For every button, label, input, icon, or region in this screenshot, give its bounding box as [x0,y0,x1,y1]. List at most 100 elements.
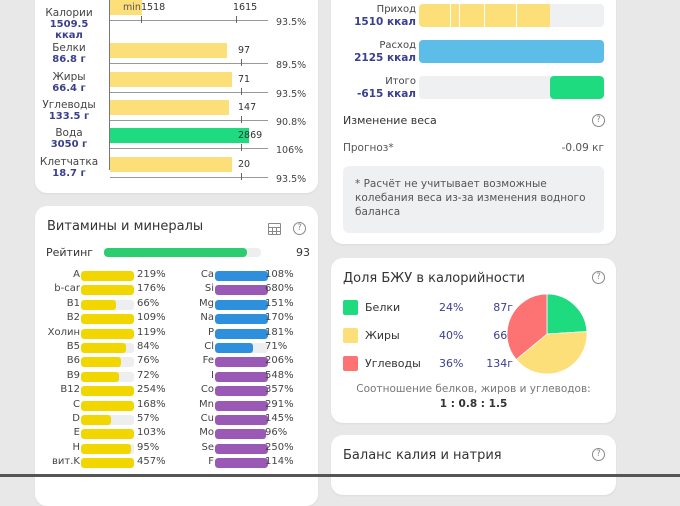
vitamin-bar [215,299,268,310]
macro-target-tick [241,88,242,95]
help-icon[interactable]: ? [592,114,605,127]
macro-target-value: 147 [238,102,257,113]
bju-card: Доля БЖУ в калорийности ? Белки 24% 87г Жир… [331,258,616,423]
vitamin-name: F [208,456,214,468]
table-icon[interactable] [268,223,281,235]
rating-bar [104,248,261,257]
forecast-label: Прогноз* [343,142,394,154]
vitamin-bar [215,458,268,469]
macro-unit: ккал [55,30,83,41]
vitamin-row: Mn 291% [35,399,318,413]
macro-target-value: 2869 [238,130,263,141]
vitamin-bar-fill [81,386,134,397]
vitamin-row: E 103% [35,427,318,441]
vitamin-name: Na [200,312,214,324]
vitamin-bar-fill [215,371,268,382]
vitamin-bar [81,285,134,296]
vitamin-name: Fe [202,355,214,367]
vitamin-bar-fill [81,429,134,440]
bju-legend-row: Белки 24% 87г [343,300,513,316]
vitamins-title: Витамины и минералы [47,219,204,234]
vitamin-row: A 219% [35,269,318,283]
vitamin-row: Mo 96% [35,427,318,441]
bju-pie-chart [506,293,588,375]
vitamin-percent: 151% [265,297,294,309]
legend-swatch [343,356,358,371]
vitamin-row: Cl 71% [35,341,318,355]
vitamin-bar [81,429,134,440]
energy-bar-divider [458,4,460,27]
vitamin-row: B1 66% [35,298,318,312]
vitamin-row: D 57% [35,413,318,427]
macro-min-value: 1518 [141,2,166,13]
energy-bar [419,76,604,99]
vitamin-name: B5 [66,341,80,352]
vitamin-bar-fill [215,386,268,397]
vitamin-bar-fill [81,400,134,411]
vitamin-percent: 291% [265,398,294,410]
vitamin-row: B9 72% [35,370,318,384]
macro-target-line [110,120,268,121]
legend-name: Жиры [365,329,400,342]
vitamin-row: C 168% [35,399,318,413]
vitamin-bar [215,415,268,425]
macro-name: Вода [55,127,83,139]
vitamin-percent: 109% [137,312,166,324]
macro-value: 1509.5 [49,19,89,30]
vitamin-name: C [73,398,80,410]
legend-name: Белки [365,301,401,314]
rating-value: 93 [296,246,310,259]
help-icon[interactable]: ? [293,222,306,235]
energy-bar [419,40,604,63]
vitamin-percent: 76% [137,355,160,367]
vitamin-bar-fill [215,299,268,310]
vitamin-bar [215,371,268,382]
vitamin-percent: 457% [137,456,166,468]
vitamin-percent: 254% [137,384,166,396]
macro-target-tick [241,173,242,180]
vitamin-name: Ca [200,269,214,280]
vitamin-row: B2 109% [35,312,318,326]
macro-value: 66.4 г [52,83,86,94]
vitamin-bar [215,314,268,325]
pie-slice [515,331,588,375]
help-icon[interactable]: ? [592,271,605,284]
vitamin-bar [81,314,134,325]
vitamin-percent: 84% [137,341,160,352]
vitamin-name: Mn [199,398,214,410]
vitamin-name: B6 [66,355,80,367]
vitamin-row: F 114% [35,456,318,470]
ratio-value: 1 : 0.8 : 1.5 [439,398,508,410]
vitamin-name: b-car [54,283,80,295]
macro-name: Углеводы [42,99,96,111]
macro-row: Белки 86.8 г 97 89.5% [35,43,318,83]
vitamin-percent: 250% [265,441,294,453]
vitamin-bar [81,357,134,368]
energy-bar-divider [516,4,518,27]
vitamin-bar-fill [81,443,132,454]
energy-balance-card: Приход 1510 ккал Расход 2125 ккал Итого -615 … [331,0,616,244]
bju-title: Доля БЖУ в калорийности [343,271,525,286]
macro-value: 133.5 г [48,111,90,122]
vitamin-row: B5 84% [35,341,318,355]
macro-value: 3050 г [50,139,88,150]
vitamin-bar [215,443,268,454]
energy-row-label: Расход 2125 ккал [354,40,416,64]
macro-percent: 90.8% [276,117,307,128]
vitamin-bar [81,328,134,339]
forecast-note: * Расчёт не учитывает возможные колебани… [343,166,604,233]
macro-target-line [110,63,268,64]
macro-bar [110,157,233,172]
vitamin-bar [81,299,134,310]
vitamin-row: Co 357% [35,384,318,398]
help-icon[interactable]: ? [592,448,605,461]
vitamin-name: A [73,269,80,280]
vitamin-bar [215,271,268,281]
vitamin-row: B6 76% [35,355,318,369]
macro-bar [110,100,229,115]
potassium-sodium-card: Баланс калия и натрия ? [331,435,616,495]
vitamin-percent: 145% [265,413,294,424]
vitamin-bar-fill [215,314,268,325]
macro-percent: 89.5% [276,60,307,71]
macro-min-label: min [123,2,141,13]
